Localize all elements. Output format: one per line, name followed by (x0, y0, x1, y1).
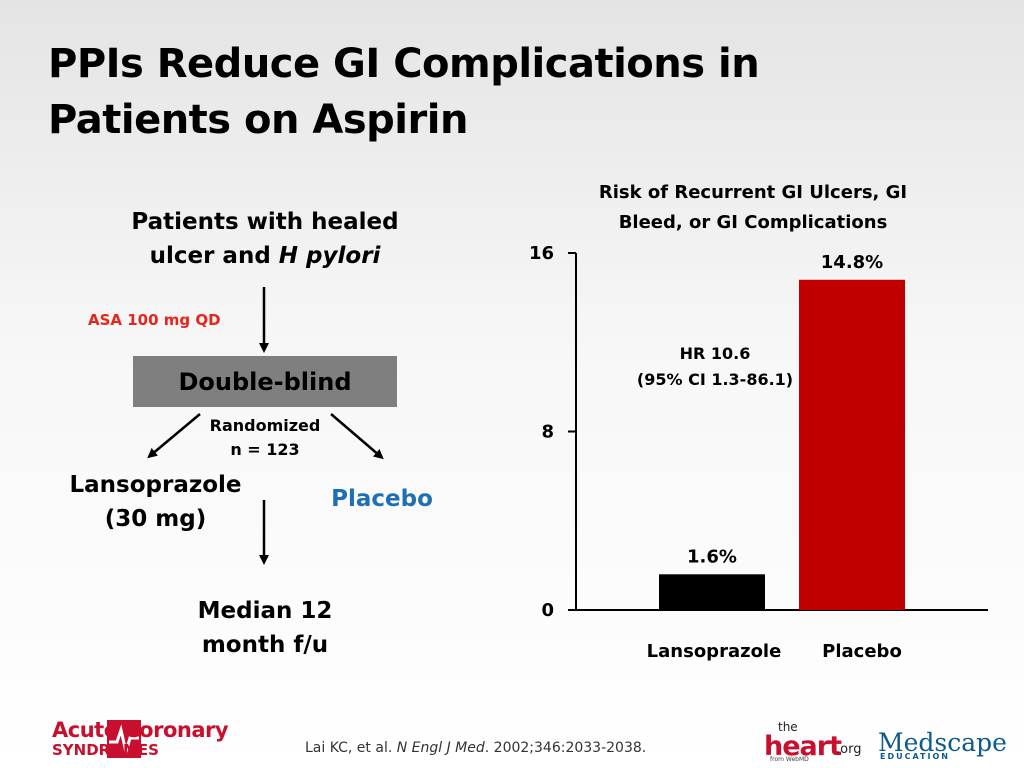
acute-coronary-syndromes-logo-icon (107, 720, 141, 758)
arrow-to-lansoprazole (147, 413, 201, 459)
patients-line1: Patients with healed (131, 209, 399, 235)
randomized-text: Randomized (209, 416, 321, 435)
acs-logo-line2: SYNDROMES (52, 741, 159, 759)
lansoprazole-line2: (30 mg) (104, 506, 207, 532)
flow-arrows (147, 287, 384, 565)
lansoprazole-line1: Lansoprazole (69, 472, 242, 498)
asa-dose-label: ASA 100 mg QD (88, 311, 221, 329)
randomized-label: Randomized n = 123 (190, 414, 340, 462)
category-labels: Lansoprazole Placebo (647, 641, 902, 662)
y-tick-label: 16 (529, 243, 554, 264)
placebo-arm-label: Placebo (331, 486, 433, 512)
hazard-ratio-line1: HR 10.6 (679, 344, 751, 363)
double-blind-box: Double-blind (133, 356, 397, 407)
theheart-logo-org: .org (836, 742, 862, 757)
citation-rest: . 2002;346:2033-2038. (484, 740, 647, 756)
y-tick-label: 8 (541, 422, 554, 443)
theheart-logo-from: from WebMD (770, 756, 809, 763)
bar-lansoprazole (659, 574, 765, 610)
hazard-ratio-annotation: HR 10.6 (95% CI 1.3-86.1) (600, 341, 830, 393)
slide-title: PPIs Reduce GI Complications in Patients… (48, 41, 760, 143)
sample-size-text: n = 123 (230, 440, 300, 459)
h-pylori-text: H pylori (278, 243, 381, 269)
acs-logo-line1: Acute Coronary (52, 718, 229, 742)
arrow-to-placebo (330, 413, 384, 460)
median-line2: month f/u (201, 632, 329, 658)
bar-data-labels: 1.6% 14.8% (687, 252, 883, 568)
theheart-logo-main: heart (764, 731, 842, 762)
double-blind-label: Double-blind (178, 367, 352, 396)
x-category-label: Lansoprazole (647, 641, 782, 662)
citation: Lai KC, et al. N Engl J Med. 2002;346:20… (305, 740, 646, 756)
median-line1: Median 12 (197, 598, 333, 624)
hazard-ratio-line2: (95% CI 1.3-86.1) (636, 370, 794, 389)
citation-journal: N Engl J Med (396, 740, 485, 756)
patients-line2: ulcer and H pylori (110, 239, 420, 273)
theheart-logo-the: the (778, 720, 798, 734)
bar-chart: 0 8 16 1.6% 14.8% Lansoprazole Placebo (529, 243, 988, 662)
medscape-logo-main: Medscape (878, 728, 1007, 757)
bar-data-label: 14.8% (821, 252, 883, 273)
x-category-label: Placebo (822, 641, 902, 662)
bar-data-label: 1.6% (687, 546, 737, 567)
bars (659, 279, 905, 610)
median-followup-label: Median 12 month f/u (160, 594, 370, 662)
lansoprazole-arm-label: Lansoprazole (30 mg) (58, 468, 253, 536)
bar-placebo (799, 279, 905, 610)
medscape-logo-sub: EDUCATION (880, 752, 950, 761)
patients-line2-prefix: ulcer and (149, 243, 279, 269)
y-ticks: 0 8 16 (529, 243, 576, 621)
chart-title: Risk of Recurrent GI Ulcers, GI Bleed, o… (598, 182, 908, 233)
y-tick-label: 0 (541, 600, 554, 621)
citation-author: Lai KC, et al. (305, 740, 397, 756)
patients-label: Patients with healed ulcer and H pylori (110, 205, 420, 273)
